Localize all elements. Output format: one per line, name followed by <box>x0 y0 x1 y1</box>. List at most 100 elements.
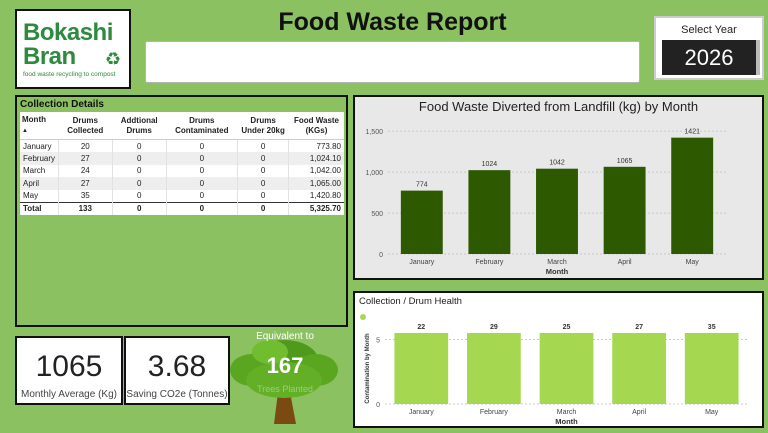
table-cell: 0 <box>111 152 167 165</box>
logo-tagline: food waste recycling to compost <box>23 71 116 78</box>
collection-details-panel: Collection Details Month ▲ Drums Collecte… <box>15 95 348 327</box>
table-cell: 0 <box>236 164 289 177</box>
bar <box>671 137 714 254</box>
drum-health-chart-panel: Collection / Drum Health 0 5 22 January 29 Fe… <box>353 291 764 428</box>
x-tick-label: May <box>705 409 719 416</box>
food-waste-bar-chart: 0 500 1,000 1,500 774 January 1024 February 1042… <box>365 129 726 276</box>
year-slicer-label: Select Year <box>681 24 737 36</box>
column-header-additional-drums[interactable]: Addtional Drums <box>112 112 167 140</box>
table-cell: 0 <box>236 139 289 152</box>
drum-health-bar-chart: 0 5 22 January 29 February 25 March 27 April 35 May… <box>365 324 748 426</box>
monthly-average-card: 1065 Monthly Average (Kg) <box>15 336 123 405</box>
table-cell: May <box>23 191 39 200</box>
bar <box>467 333 521 404</box>
bar <box>536 168 578 254</box>
x-axis-label: Month <box>546 267 569 276</box>
table-cell: 24 <box>58 164 113 177</box>
bar <box>400 190 443 254</box>
data-label: 1042 <box>549 160 565 167</box>
table-cell: 0 <box>236 189 289 202</box>
x-tick-label: April <box>618 259 632 266</box>
table-header-row: Month ▲ Drums Collected Addtional Drums D… <box>20 112 344 140</box>
legend-dot <box>360 314 366 320</box>
table-cell: 1,042.00 <box>288 164 344 177</box>
table-cell: January <box>23 141 52 151</box>
table-cell: 1,024.10 <box>288 152 344 165</box>
table-row[interactable]: February 27 0 0 0 1,024.10 <box>20 152 344 165</box>
table-cell: 0 <box>111 189 167 202</box>
table-cell: 0 <box>111 201 167 215</box>
table-cell: 0 <box>111 177 167 190</box>
table-cell: 0 <box>111 164 167 177</box>
table-cell: 0 <box>165 201 238 215</box>
food-waste-chart-title: Food Waste Diverted from Landfill (kg) b… <box>418 99 699 114</box>
table-cell: 0 <box>165 139 238 152</box>
table-cell: 27 <box>58 177 113 190</box>
y-tick-label: 1,000 <box>365 170 383 177</box>
table-cell: 27 <box>58 152 113 165</box>
table-cell: February <box>20 152 59 165</box>
drum-health-chart-title: Collection / Drum Health <box>359 296 462 307</box>
y-tick-label: 500 <box>371 211 383 218</box>
logo-text-line1: Bokashi <box>23 19 113 46</box>
column-header-drums-collected[interactable]: Drums Collected <box>58 112 113 140</box>
year-slicer[interactable]: Select Year 2026 <box>654 16 764 80</box>
x-tick-label: February <box>475 259 504 266</box>
table-row[interactable]: April 27 0 0 0 1,065.00 <box>20 177 344 190</box>
collection-details-table: Month ▲ Drums Collected Addtional Drums D… <box>20 112 344 215</box>
x-tick-label: March <box>547 259 567 266</box>
table-row[interactable]: January 20 0 0 0 773.80 <box>20 139 344 152</box>
bar <box>539 333 594 404</box>
table-cell: 5,325.70 <box>288 201 344 215</box>
table-cell: 133 <box>58 201 113 215</box>
monthly-average-value: 1065 <box>35 350 103 383</box>
table-cell: 0 <box>165 164 238 177</box>
report-title: Food Waste Report <box>278 8 507 36</box>
data-label: 27 <box>635 324 643 331</box>
x-tick-label: January <box>409 409 434 416</box>
x-tick-label: January <box>409 259 434 266</box>
data-label: 25 <box>563 324 571 331</box>
logo-text-line2: Bran <box>23 43 76 70</box>
co2-saving-value: 3.68 <box>147 350 207 383</box>
data-label: 1065 <box>617 158 633 165</box>
y-tick-label: 1,500 <box>365 129 383 136</box>
y-axis-label: Contamination by Month <box>365 333 371 404</box>
collection-details-title: Collection Details <box>20 99 104 110</box>
bar <box>684 333 739 404</box>
table-row[interactable]: May 35 0 0 0 1,420.80 <box>20 189 344 202</box>
bar <box>394 333 449 404</box>
co2-saving-label: Saving CO2e (Tonnes) <box>126 389 228 400</box>
data-label: 1024 <box>482 161 498 168</box>
table-cell: 0 <box>165 189 238 202</box>
table-cell: Total <box>20 201 59 215</box>
table-cell: March <box>23 166 46 176</box>
year-scrollbar[interactable] <box>756 40 760 75</box>
table-row[interactable]: March 24 0 0 0 1,042.00 <box>20 164 344 177</box>
column-header-food-waste[interactable]: Food Waste (KGs) <box>288 112 344 140</box>
recycle-icon: ♻ <box>105 49 122 69</box>
x-tick-label: March <box>557 409 577 416</box>
table-cell: 1,420.80 <box>288 189 344 202</box>
x-axis-label: Month <box>555 417 578 426</box>
tree-icon <box>230 340 338 424</box>
data-label: 1421 <box>684 129 700 136</box>
y-tick-label: 0 <box>379 252 383 259</box>
column-header-drums-contaminated[interactable]: Drums Contaminated <box>166 112 238 140</box>
table-total-row[interactable]: Total 133 0 0 0 5,325.70 <box>20 201 344 215</box>
data-label: 35 <box>708 324 716 331</box>
bar <box>468 170 511 254</box>
trees-planted-value: 167 <box>266 353 304 378</box>
year-select-box[interactable]: 2026 <box>662 40 756 75</box>
x-tick-label: April <box>632 409 646 416</box>
table-cell: 0 <box>165 152 238 165</box>
table-cell: April <box>20 177 59 190</box>
column-header-drums-under-20kg[interactable]: Drums Under 20kg <box>237 112 289 140</box>
y-tick-label: 0 <box>376 402 380 409</box>
data-label: 29 <box>490 324 498 331</box>
co2-saving-card: 3.68 Saving CO2e (Tonnes) <box>124 336 230 405</box>
bar <box>612 333 666 404</box>
y-tick-label: 5 <box>376 337 380 344</box>
brand-logo: Bokashi Bran ♻ food waste recycling to c… <box>15 9 131 89</box>
column-header-month[interactable]: Month ▲ <box>20 112 59 140</box>
